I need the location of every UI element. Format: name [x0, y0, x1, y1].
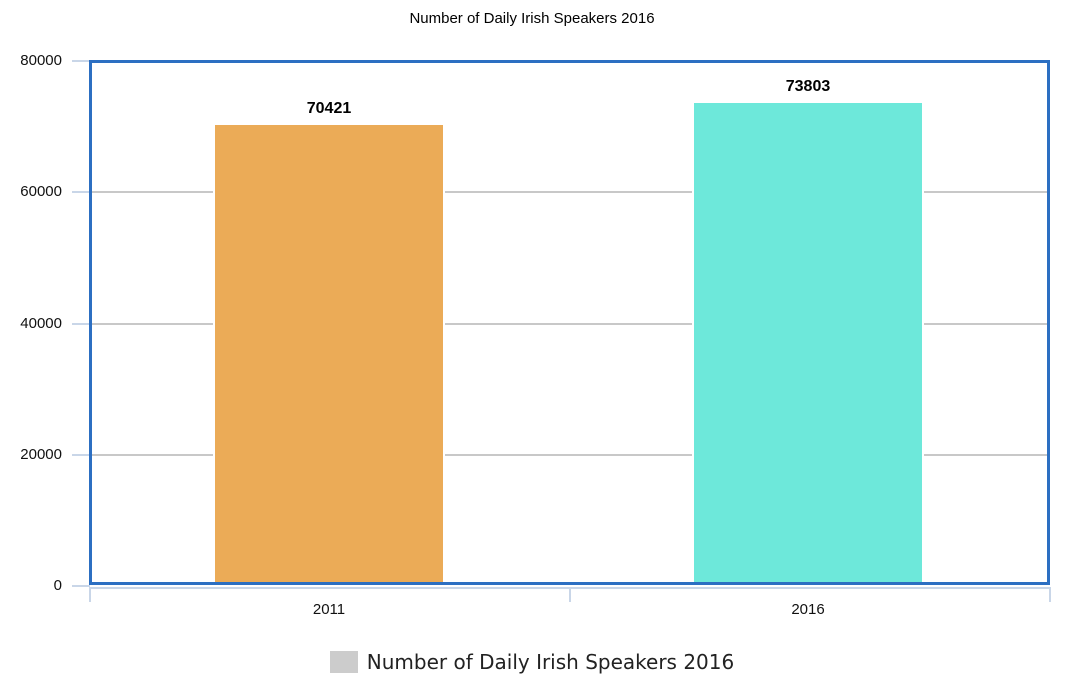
x-tick-label-2011: 2011 — [312, 601, 346, 618]
bar-2011[interactable] — [215, 125, 443, 582]
y-tick-mark — [72, 454, 90, 456]
gridline-60000 — [445, 191, 692, 193]
y-tick-mark — [72, 191, 90, 193]
gridline-60000 — [92, 191, 213, 193]
gridline-40000 — [445, 323, 692, 325]
y-tick-mark — [72, 585, 90, 587]
y-tick-mark — [72, 323, 90, 325]
gridline-40000 — [924, 323, 1047, 325]
bar-2016[interactable] — [694, 103, 922, 582]
y-tick-mark — [72, 60, 90, 62]
gridline-40000 — [92, 323, 213, 325]
gridline-20000 — [445, 454, 692, 456]
legend-swatch — [329, 651, 358, 673]
data-label-2016: 73803 — [785, 78, 831, 95]
x-tick-mark — [569, 587, 571, 602]
y-tick-label-0: 0 — [53, 577, 62, 594]
x-tick-mark — [1049, 587, 1051, 602]
gridline-20000 — [924, 454, 1047, 456]
plot-area-frame — [89, 60, 1050, 585]
x-tick-mark — [89, 587, 91, 602]
y-tick-label-20000: 20000 — [20, 446, 62, 463]
y-tick-label-60000: 60000 — [20, 183, 62, 200]
data-label-2011: 70421 — [306, 100, 352, 117]
y-tick-label-40000: 40000 — [20, 315, 62, 332]
x-tick-label-2016: 2016 — [791, 601, 825, 618]
legend-label: Number of Daily Irish Speakers 2016 — [366, 650, 735, 674]
chart-title: Number of Daily Irish Speakers 2016 — [409, 10, 655, 27]
gridline-60000 — [924, 191, 1047, 193]
y-tick-label-80000: 80000 — [20, 52, 62, 69]
legend[interactable]: Number of Daily Irish Speakers 2016 — [0, 650, 1064, 674]
gridline-20000 — [92, 454, 213, 456]
